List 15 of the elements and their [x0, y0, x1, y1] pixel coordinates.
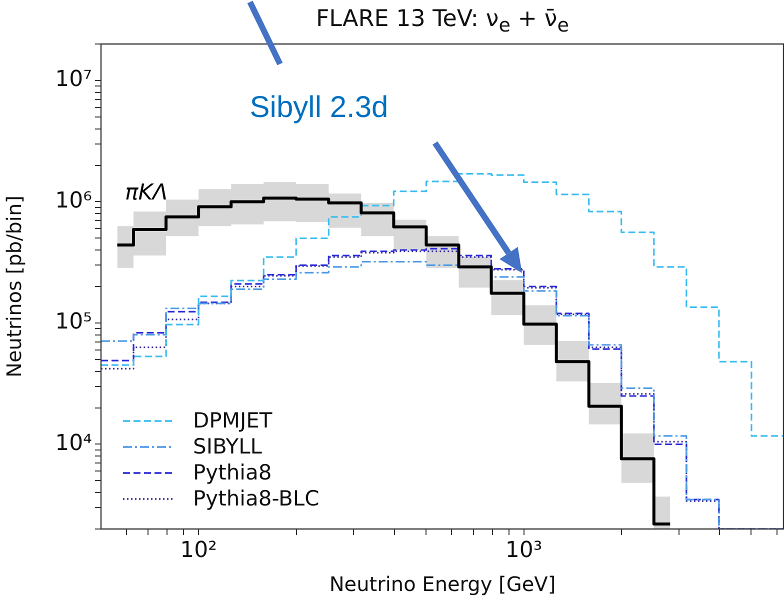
- y-tick-label: 10⁶: [55, 188, 92, 214]
- legend-label: Pythia8-BLC: [193, 486, 320, 510]
- x-tick-label: 10³: [505, 538, 542, 563]
- chart-title: FLARE 13 TeV: ν$_{e}$ + ν̄$_{e}$: [314, 6, 570, 37]
- y-tick-label: 10⁴: [55, 430, 92, 456]
- x-axis-title: Neutrino Energy [GeV]: [329, 572, 556, 596]
- x-tick-label: 10²: [180, 538, 217, 563]
- legend-label: SIBYLL: [193, 434, 262, 458]
- annotation: Sibyll 2.3d: [250, 91, 388, 124]
- y-tick-label: 10⁵: [55, 310, 92, 335]
- legend-label: DPMJET: [193, 408, 272, 432]
- y-tick-label: 10⁷: [55, 67, 92, 92]
- y-axis-title: Neutrinos [pb/bin]: [2, 196, 26, 378]
- series-label: πKΛ: [125, 180, 168, 206]
- legend-label: Pythia8: [193, 460, 272, 484]
